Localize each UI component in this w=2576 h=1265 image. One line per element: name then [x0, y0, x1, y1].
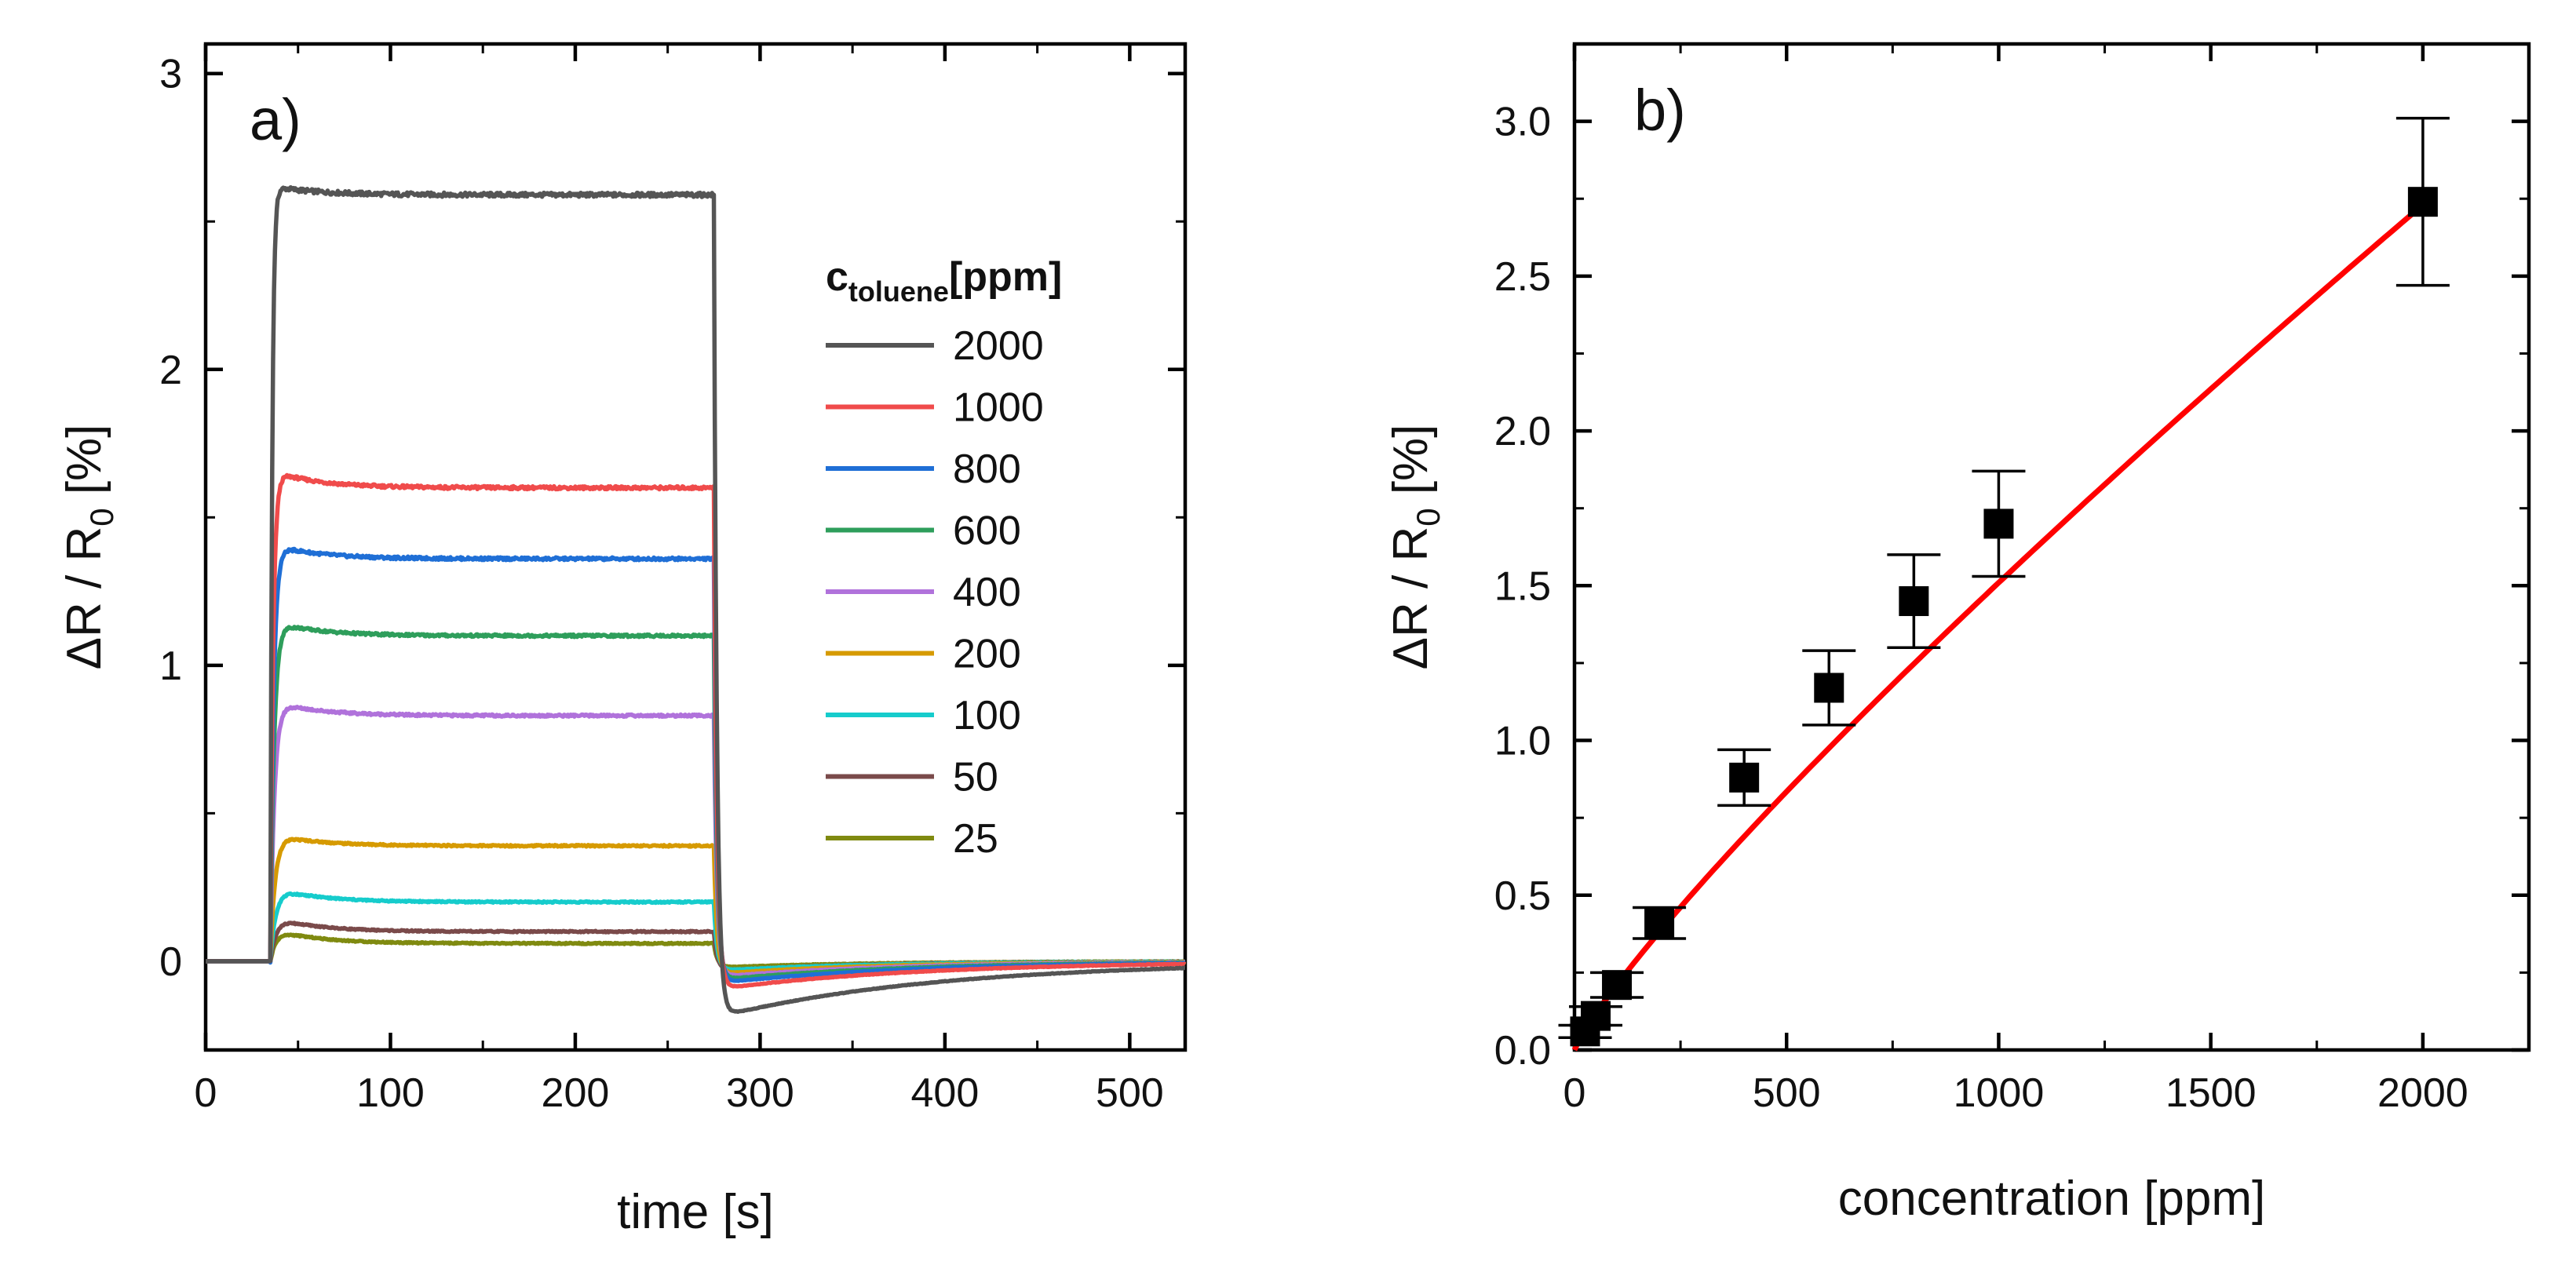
panel-a-x-axis-title: time [s]: [617, 1185, 774, 1239]
panel-a-plot-frame: [203, 42, 1188, 1052]
series-line-2000ppm: [204, 184, 1187, 1015]
panel-b-x-tick-label: 0: [1563, 1070, 1586, 1116]
series-line-600ppm: [204, 625, 1187, 981]
square-marker: [1814, 673, 1844, 703]
panel-b-y-tick-label: 3.0: [1494, 100, 1551, 145]
panel-a-y-tick-label: 3: [159, 52, 182, 97]
series-line-800ppm: [204, 546, 1187, 983]
panel-b-y-tick-label: 2.5: [1494, 254, 1551, 300]
legend-entry-label: 400: [953, 570, 1021, 615]
legend-entry-label: 2000: [953, 323, 1044, 369]
panel-b-y-tick-label: 1.5: [1494, 563, 1551, 609]
panel-b-y-tick-label: 1.0: [1494, 719, 1551, 764]
legend-entry: 100: [826, 693, 1021, 738]
panel-b-y-tick-label: 2.0: [1494, 409, 1551, 454]
data-point-50ppm: [1569, 1001, 1623, 1031]
panel-a-y-title-main: ΔR / R: [57, 527, 111, 670]
legend-title-main: c: [826, 254, 848, 300]
panel-a-x-tick-label: 0: [195, 1070, 217, 1116]
series-line-400ppm: [204, 705, 1187, 978]
legend-entry-label: 50: [953, 755, 998, 800]
legend-entry: 800: [826, 447, 1021, 492]
data-point-400ppm: [1717, 748, 1771, 807]
panel-b-x-tick-label: 2000: [2377, 1070, 2468, 1116]
data-point-200ppm: [1633, 906, 1687, 940]
panel-b-x-axis-title: concentration [ppm]: [1838, 1172, 2266, 1226]
panel-a-y-tick-label: 0: [159, 939, 182, 985]
panel-a-x-tick-label: 400: [911, 1070, 980, 1116]
panel-a-y-title-subscript: 0: [83, 508, 120, 526]
panel-a-y-axis-title: ΔR / R0 [%]: [57, 425, 120, 670]
fit-curve: [1571, 202, 2425, 1052]
panel-a-series-group: [204, 184, 1187, 1015]
square-marker: [1729, 762, 1760, 793]
panel-b-points-group: [1558, 116, 2450, 1047]
square-marker: [1602, 970, 1633, 1001]
panel-a-legend: ctoluene[ppm] 20001000800600400200100502…: [826, 254, 1062, 862]
legend-title-subscript: toluene: [848, 275, 949, 308]
legend-entry-label: 100: [953, 693, 1021, 738]
legend-entry-label: 600: [953, 509, 1021, 554]
legend-entry: 1000: [826, 385, 1044, 431]
data-point-800ppm: [1887, 553, 1941, 649]
legend-entries: 2000 1000 800 600 400 200 100 50 25: [826, 323, 1044, 862]
square-marker: [1581, 1001, 1611, 1031]
panel-b-y-title-subscript: 0: [1410, 508, 1447, 526]
series-line-1000ppm: [204, 472, 1187, 989]
square-marker: [1644, 908, 1675, 939]
panel-b-y-title-main: ΔR / R: [1384, 527, 1438, 670]
panel-b-label: b): [1634, 78, 1686, 143]
legend-entry-label: 200: [953, 632, 1021, 677]
legend-entry: 400: [826, 570, 1021, 615]
legend-entry: 25: [826, 816, 998, 862]
data-point-100ppm: [1590, 970, 1644, 1001]
panel-a-ticks: 0 100 200 300 400 500 0 1 2 3: [159, 44, 1185, 1116]
panel-b-x-tick-label: 500: [1753, 1070, 1821, 1116]
panel-b-x-tick-label: 1500: [2166, 1070, 2257, 1116]
panel-b-y-tick-label: 0.5: [1494, 873, 1551, 919]
legend-entry: 600: [826, 509, 1021, 554]
series-line-200ppm: [204, 837, 1187, 975]
legend-entry-label: 1000: [953, 385, 1044, 431]
panel-a-y-tick-label: 2: [159, 348, 182, 393]
legend-title-unit: [ppm]: [949, 254, 1062, 300]
panel-a-label: a): [250, 87, 301, 152]
panel-b-fit-group: [1571, 202, 2425, 1052]
panel-a-y-tick-label: 1: [159, 643, 182, 689]
panel-a-x-tick-label: 300: [726, 1070, 794, 1116]
data-point-2000ppm: [2395, 116, 2450, 287]
panel-b-y-axis-title: ΔR / R0 [%]: [1384, 425, 1447, 670]
data-point-600ppm: [1802, 649, 1856, 727]
square-marker: [1983, 509, 2014, 539]
legend-entry-label: 800: [953, 447, 1021, 492]
panel-b-ticks: 0 500 1000 1500 2000 0.0 0.5 1.0 1.5 2.0 2.5 3.0: [1494, 44, 2529, 1116]
panel-a-x-tick-label: 500: [1096, 1070, 1164, 1116]
legend-entry: 200: [826, 632, 1021, 677]
legend-entry: 50: [826, 755, 998, 800]
panel-a-x-tick-label: 200: [542, 1070, 610, 1116]
square-marker: [1899, 586, 1929, 617]
data-point-1000ppm: [1972, 469, 2026, 578]
legend-title: ctoluene[ppm]: [826, 254, 1062, 308]
panel-b-y-tick-label: 0.0: [1494, 1028, 1551, 1074]
square-marker: [2407, 187, 2438, 217]
legend-entry: 2000: [826, 323, 1044, 369]
panel-b-x-tick-label: 1000: [1954, 1070, 2045, 1116]
panel-a-y-title-unit: [%]: [57, 425, 111, 509]
panel-b-scatter-chart: 0 500 1000 1500 2000 0.0 0.5 1.0 1.5 2.0 2.5 3.0 b)…: [1384, 42, 2531, 1226]
panel-a-x-tick-label: 100: [356, 1070, 425, 1116]
panel-b-y-title-unit: [%]: [1384, 425, 1438, 509]
panel-b-plot-frame: [1572, 42, 2531, 1052]
legend-entry-label: 25: [953, 816, 998, 862]
